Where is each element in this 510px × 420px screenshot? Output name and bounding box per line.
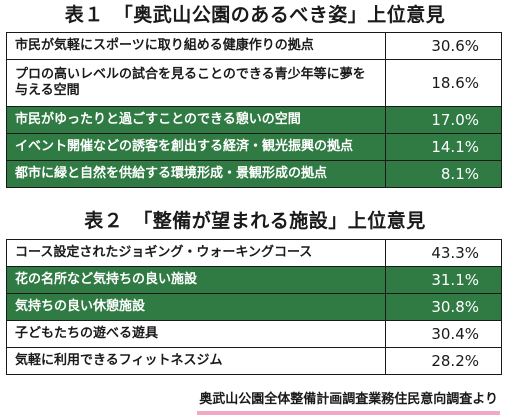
row-label: 都市に緑と自然を供給する環境形成・景観形成の拠点 — [6, 160, 386, 188]
row-value: 28.2% — [385, 347, 502, 375]
row-label: 子どもたちの遊べる遊具 — [6, 320, 386, 348]
row-label: 市民が気軽にスポーツに取り組める健康作りの拠点 — [6, 32, 386, 60]
row-label: 気持ちの良い休憩施設 — [6, 293, 386, 321]
table-row: 都市に緑と自然を供給する環境形成・景観形成の拠点 8.1% — [6, 160, 502, 188]
table-row: 市民がゆったりと過ごすことのできる憩いの空間 17.0% — [6, 106, 502, 134]
row-value: 30.6% — [385, 32, 502, 60]
table-row: イベント開催などの誘客を創出する経済・観光振興の拠点 14.1% — [6, 133, 502, 161]
row-value: 17.0% — [385, 106, 502, 134]
table-row: 子どもたちの遊べる遊具 30.4% — [6, 320, 502, 348]
row-value: 31.1% — [385, 266, 502, 294]
table-row: プロの高いレベルの試合を見ることのできる青少年等に夢を与える空間 18.6% — [6, 59, 502, 107]
row-value: 30.8% — [385, 293, 502, 321]
table-row: 気軽に利用できるフィットネスジム 28.2% — [6, 347, 502, 375]
row-label: コース設定されたジョギング・ウォーキングコース — [6, 239, 386, 267]
table1-vision-opinions: 市民が気軽にスポーツに取り組める健康作りの拠点 30.6% プロの高いレベルの試… — [6, 32, 502, 188]
table-row: コース設定されたジョギング・ウォーキングコース 43.3% — [6, 239, 502, 267]
row-value: 30.4% — [385, 320, 502, 348]
row-label: 気軽に利用できるフィットネスジム — [6, 347, 386, 375]
row-label: プロの高いレベルの試合を見ることのできる青少年等に夢を与える空間 — [6, 59, 386, 107]
table2-title: 表２ 「整備が望まれる施設」上位意見 — [84, 210, 426, 232]
table-row: 市民が気軽にスポーツに取り組める健康作りの拠点 30.6% — [6, 32, 502, 60]
row-value: 43.3% — [385, 239, 502, 267]
source-citation: 奥武山公園全体整備計画調査業務住民意向調査より — [197, 391, 500, 415]
row-value: 14.1% — [385, 133, 502, 161]
table-row: 花の名所など気持ちの良い施設 31.1% — [6, 266, 502, 294]
table2-facility-opinions: コース設定されたジョギング・ウォーキングコース 43.3% 花の名所など気持ちの… — [6, 239, 502, 375]
row-value: 8.1% — [385, 160, 502, 188]
row-label: イベント開催などの誘客を創出する経済・観光振興の拠点 — [6, 133, 386, 161]
row-label: 市民がゆったりと過ごすことのできる憩いの空間 — [6, 106, 386, 134]
row-value: 18.6% — [385, 59, 502, 107]
table1-title: 表１ 「奥武山公園のあるべき姿」上位意見 — [64, 4, 446, 26]
table-row: 気持ちの良い休憩施設 30.8% — [6, 293, 502, 321]
row-label: 花の名所など気持ちの良い施設 — [6, 266, 386, 294]
